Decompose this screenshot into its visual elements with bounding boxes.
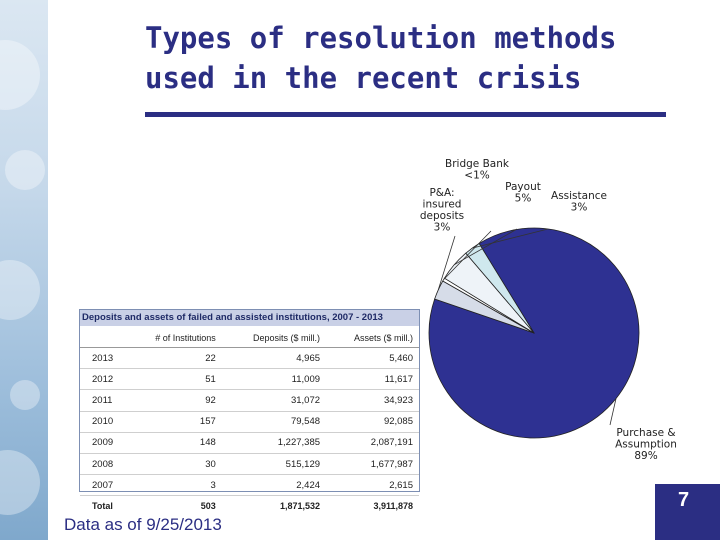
pie-label-payout: Payout 5% [505,181,541,205]
table-row: 2010 157 79,548 92,085 [80,411,419,433]
data-date-footnote: Data as of 9/25/2013 [64,515,222,534]
cell-deposits: 1,227,385 [221,432,327,454]
page-number: 7 [678,489,690,511]
cell-year: 2007 [80,474,127,497]
slide-title: Types of resolution methods used in the … [145,21,617,95]
page-number-box [655,484,720,540]
leader-line-purchase-assumption [609,398,617,426]
cell-total-assets: 3,911,878 [326,495,419,517]
cell-institutions: 22 [126,347,222,370]
table-total-row: Total 503 1,871,532 3,911,878 [80,495,419,517]
table-row: 2008 30 515,129 1,677,987 [80,453,419,476]
cell-institutions: 51 [126,368,222,391]
cell-assets: 2,087,191 [326,432,419,454]
data-table: # of Institutions Deposits ($ mill.) Ass… [80,328,419,517]
header-deposits: Deposits ($ mill.) [221,328,327,348]
table-header-row: # of Institutions Deposits ($ mill.) Ass… [80,328,419,348]
cell-year: 2008 [80,453,127,476]
cell-total-institutions: 503 [126,495,222,517]
cell-assets: 2,615 [326,474,419,497]
cell-assets: 92,085 [326,411,419,433]
cell-deposits: 2,424 [221,474,327,497]
cell-institutions: 3 [126,474,222,497]
pie-label-bridge-bank: Bridge Bank <1% [445,158,510,182]
table-row: 2013 22 4,965 5,460 [80,347,419,370]
cell-deposits: 31,072 [221,389,327,412]
cell-year: 2012 [80,368,127,391]
leader-line-payout [453,228,518,266]
failed-institutions-table: Deposits and assets of failed and assist… [79,309,420,517]
leader-line-assistance [472,228,549,249]
cell-assets: 34,923 [326,389,419,412]
table-caption: Deposits and assets of failed and assist… [80,310,419,326]
table-row: 2007 3 2,424 2,615 [80,474,419,497]
cell-institutions: 148 [126,432,222,454]
cell-year: 2009 [80,432,127,454]
header-assets: Assets ($ mill.) [326,328,419,348]
header-institutions: # of Institutions [126,328,222,348]
cell-institutions: 30 [126,453,222,476]
cell-deposits: 79,548 [221,411,327,433]
table-row: 2011 92 31,072 34,923 [80,389,419,412]
cell-year: 2011 [80,389,127,412]
cell-deposits: 515,129 [221,453,327,476]
table-row: 2012 51 11,009 11,617 [80,368,419,391]
pie-label-assistance: Assistance 3% [551,190,607,214]
cell-year: 2010 [80,411,127,433]
cell-assets: 1,677,987 [326,453,419,476]
cell-deposits: 11,009 [221,368,327,391]
leader-line-bridge-bank [443,230,492,280]
pie-label-purchase-assumption: Purchase & Assumption 89% [615,427,677,462]
cell-deposits: 4,965 [221,347,327,370]
cell-assets: 5,460 [326,347,419,370]
leader-line-pa-insured-deposits [437,235,456,290]
header-year [80,328,127,348]
cell-year: 2013 [80,347,127,370]
table-row: 2009 148 1,227,385 2,087,191 [80,432,419,454]
decorative-sidebar [0,0,48,540]
pie-label-pa-insured-deposits: P&A: insured deposits 3% [420,187,464,234]
title-underline [145,112,666,117]
cell-institutions: 157 [126,411,222,433]
cell-assets: 11,617 [326,368,419,391]
cell-total-label: Total [80,495,127,517]
cell-institutions: 92 [126,389,222,412]
cell-total-deposits: 1,871,532 [221,495,327,517]
